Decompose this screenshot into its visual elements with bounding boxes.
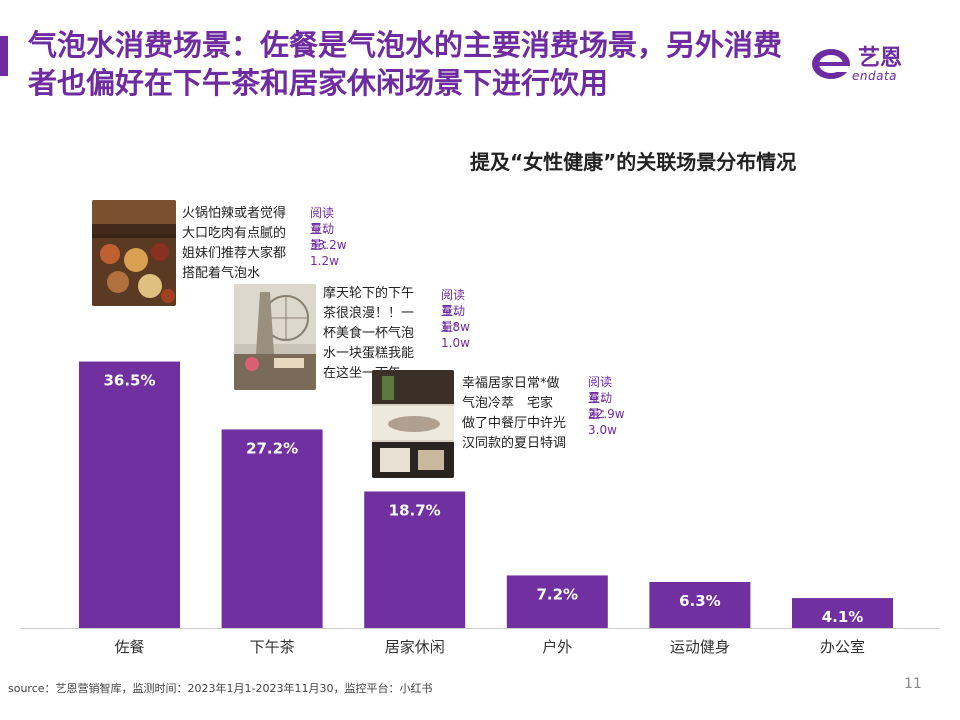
callout-3-interaction-count: 互动量：3.0w bbox=[588, 391, 617, 437]
bar-value-label-5: 6.3% bbox=[679, 592, 721, 610]
callout-2-interaction-count: 互动量：1.0w bbox=[441, 304, 470, 350]
bar-6 bbox=[792, 598, 893, 628]
category-label-3: 居家休闲 bbox=[385, 638, 445, 656]
category-label-4: 户外 bbox=[542, 638, 572, 656]
page-number: 11 bbox=[904, 676, 922, 692]
bar-value-label-4: 7.2% bbox=[536, 585, 578, 603]
logo-english-text: endata bbox=[852, 69, 898, 83]
category-label-5: 运动健身 bbox=[670, 638, 730, 656]
bar-value-label-6: 4.1% bbox=[822, 608, 864, 626]
endata-logo-icon bbox=[812, 49, 850, 79]
bar-value-label-2: 27.2% bbox=[246, 439, 298, 457]
callout-2-thumbnail bbox=[234, 284, 316, 390]
source-note: source：艺恩营销智库，监测时间：2023年1月1-2023年11月30，监… bbox=[8, 682, 433, 695]
home-drink-photo-icon bbox=[372, 370, 454, 478]
callout-3-note: 幸福居家日常*做 气泡冷萃 宅家 做了中餐厅中许光 汉同款的夏日特调 bbox=[462, 376, 567, 451]
bar-1 bbox=[79, 361, 180, 628]
chart-title: 提及“女性健康”的关联场景分布情况 bbox=[470, 150, 797, 174]
callout-1-note: 火锅怕辣或者觉得 大口吃肉有点腻的 姐妹们推荐大家都 搭配着气泡水 bbox=[182, 206, 287, 281]
callout-2-read-count: 阅读量：1.8w bbox=[441, 288, 470, 334]
callout-1-interaction-count: 互动量：1.2w bbox=[310, 222, 339, 268]
category-label-2: 下午茶 bbox=[250, 638, 295, 656]
ferris-wheel-photo-icon bbox=[234, 284, 316, 390]
callout-3-thumbnail bbox=[372, 370, 454, 478]
food-photo-icon bbox=[92, 200, 176, 306]
bar-3 bbox=[364, 491, 466, 628]
callout-1-read-count: 阅读量：33.2w bbox=[310, 206, 347, 252]
bar-2 bbox=[221, 429, 323, 628]
callout-2-note: 摩天轮下的下午 茶很浪漫！！一 杯美食一杯气泡 水一块蛋糕我能 在这坐一下午 bbox=[323, 286, 415, 381]
title-accent-bar bbox=[0, 36, 8, 76]
bar-value-label-3: 18.7% bbox=[389, 501, 441, 519]
callout-3-read-count: 阅读量：22.9w bbox=[588, 375, 625, 421]
logo-chinese-text: 艺恩 bbox=[858, 46, 903, 71]
category-label-1: 佐餐 bbox=[114, 638, 144, 656]
category-label-6: 办公室 bbox=[820, 638, 865, 656]
endata-logo: 艺恩 endata bbox=[810, 40, 930, 90]
bar-4 bbox=[506, 575, 608, 628]
bar-value-label-1: 36.5% bbox=[103, 372, 155, 390]
callout-1-thumbnail bbox=[92, 200, 176, 306]
bar-5 bbox=[649, 582, 751, 628]
page-title: 气泡水消费场景：佐餐是气泡水的主要消费场景，另外消费者也偏好在下午茶和居家休闲场… bbox=[28, 28, 783, 100]
